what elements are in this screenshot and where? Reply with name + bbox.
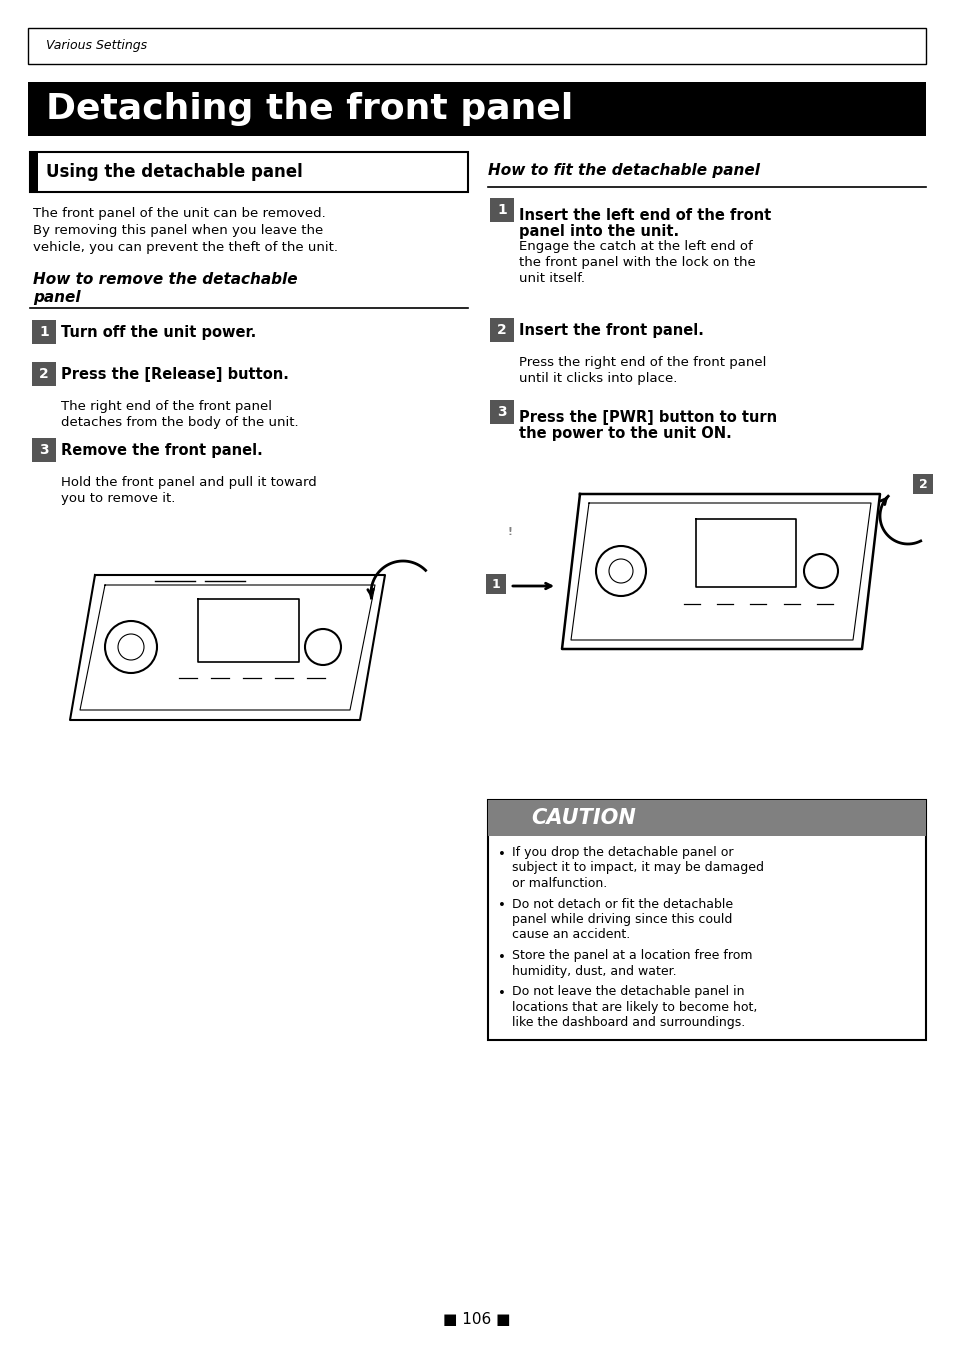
Text: By removing this panel when you leave the: By removing this panel when you leave th… — [33, 224, 323, 237]
Bar — [488, 800, 925, 836]
Bar — [485, 575, 505, 594]
Bar — [32, 362, 56, 387]
Text: Turn off the unit power.: Turn off the unit power. — [61, 324, 256, 339]
Text: subject it to impact, it may be damaged: subject it to impact, it may be damaged — [512, 861, 763, 875]
Text: CAUTION: CAUTION — [531, 808, 636, 827]
Text: vehicle, you can prevent the theft of the unit.: vehicle, you can prevent the theft of th… — [33, 241, 337, 254]
Text: Insert the front panel.: Insert the front panel. — [518, 323, 703, 338]
Text: detaches from the body of the unit.: detaches from the body of the unit. — [61, 416, 298, 429]
Text: •: • — [497, 987, 505, 1000]
Text: Press the [PWR] button to turn: Press the [PWR] button to turn — [518, 410, 777, 425]
Bar — [488, 800, 925, 1040]
Text: •: • — [497, 950, 505, 964]
Text: 2: 2 — [497, 323, 506, 337]
Text: panel while driving since this could: panel while driving since this could — [512, 913, 732, 926]
Text: Do not detach or fit the detachable: Do not detach or fit the detachable — [512, 898, 732, 910]
Text: Remove the front panel.: Remove the front panel. — [61, 442, 262, 457]
Text: 1: 1 — [491, 577, 500, 591]
Text: How to fit the detachable panel: How to fit the detachable panel — [488, 164, 760, 178]
Text: 2: 2 — [918, 477, 926, 491]
Text: Engage the catch at the left end of: Engage the catch at the left end of — [518, 241, 752, 253]
Text: ■ 106 ■: ■ 106 ■ — [443, 1313, 510, 1328]
Text: Using the detachable panel: Using the detachable panel — [46, 164, 302, 181]
Text: unit itself.: unit itself. — [518, 272, 584, 285]
Polygon shape — [496, 526, 524, 548]
Text: panel: panel — [33, 289, 81, 306]
Text: Press the right end of the front panel: Press the right end of the front panel — [518, 356, 765, 369]
Bar — [912, 475, 932, 493]
Bar — [28, 82, 925, 137]
Text: panel into the unit.: panel into the unit. — [518, 224, 679, 239]
Text: 3: 3 — [497, 406, 506, 419]
Text: !: ! — [507, 527, 512, 537]
Text: you to remove it.: you to remove it. — [61, 492, 175, 506]
Text: •: • — [497, 848, 505, 861]
Text: or malfunction.: or malfunction. — [512, 877, 607, 890]
Text: Store the panel at a location free from: Store the panel at a location free from — [512, 949, 752, 963]
Text: cause an accident.: cause an accident. — [512, 929, 630, 941]
Text: Detaching the front panel: Detaching the front panel — [46, 92, 573, 126]
Text: Do not leave the detachable panel in: Do not leave the detachable panel in — [512, 986, 743, 998]
Text: Press the [Release] button.: Press the [Release] button. — [61, 366, 289, 381]
Bar — [490, 318, 514, 342]
Text: •: • — [497, 899, 505, 913]
Bar — [28, 28, 925, 64]
Text: If you drop the detachable panel or: If you drop the detachable panel or — [512, 846, 733, 859]
Bar — [490, 400, 514, 425]
Bar — [30, 151, 468, 192]
Text: Insert the left end of the front: Insert the left end of the front — [518, 208, 770, 223]
Text: 3: 3 — [39, 443, 49, 457]
Text: Hold the front panel and pull it toward: Hold the front panel and pull it toward — [61, 476, 316, 489]
Text: the power to the unit ON.: the power to the unit ON. — [518, 426, 731, 441]
Text: humidity, dust, and water.: humidity, dust, and water. — [512, 964, 676, 977]
Bar — [30, 151, 38, 192]
Text: The front panel of the unit can be removed.: The front panel of the unit can be remov… — [33, 207, 325, 220]
Text: locations that are likely to become hot,: locations that are likely to become hot, — [512, 1000, 757, 1014]
Text: until it clicks into place.: until it clicks into place. — [518, 372, 677, 385]
Text: 1: 1 — [39, 324, 49, 339]
Bar — [32, 320, 56, 343]
Text: 2: 2 — [39, 366, 49, 381]
Text: the front panel with the lock on the: the front panel with the lock on the — [518, 256, 755, 269]
Text: How to remove the detachable: How to remove the detachable — [33, 272, 297, 287]
Bar — [32, 438, 56, 462]
Text: Various Settings: Various Settings — [46, 39, 147, 53]
Bar — [490, 197, 514, 222]
Text: The right end of the front panel: The right end of the front panel — [61, 400, 272, 412]
Text: 1: 1 — [497, 203, 506, 218]
Text: like the dashboard and surroundings.: like the dashboard and surroundings. — [512, 1015, 744, 1029]
